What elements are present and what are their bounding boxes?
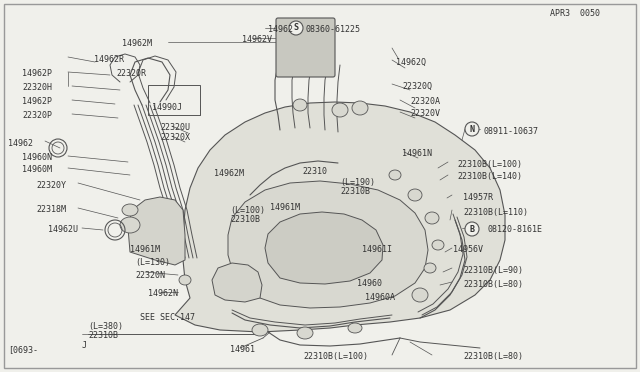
Ellipse shape (332, 103, 348, 117)
Text: 22320U: 22320U (160, 124, 190, 132)
Ellipse shape (389, 170, 401, 180)
Polygon shape (212, 263, 262, 302)
Text: 14962U: 14962U (48, 225, 78, 234)
Text: 22310B(L=100): 22310B(L=100) (303, 353, 368, 362)
Text: 22320H: 22320H (22, 83, 52, 93)
Text: 14962: 14962 (268, 26, 293, 35)
Text: (L=130): (L=130) (135, 259, 170, 267)
Text: 14960N: 14960N (22, 153, 52, 161)
Text: B: B (470, 224, 474, 234)
Text: 22310B: 22310B (88, 331, 118, 340)
Text: 14962M: 14962M (122, 39, 152, 48)
Text: 22310B(L=80): 22310B(L=80) (463, 279, 523, 289)
Text: 14961M: 14961M (130, 246, 160, 254)
Text: 08120-8161E: 08120-8161E (487, 225, 542, 234)
Text: 08360-61225: 08360-61225 (305, 26, 360, 35)
Text: APR3  0050: APR3 0050 (550, 10, 600, 19)
Ellipse shape (120, 217, 140, 233)
Text: 14960: 14960 (357, 279, 382, 289)
Text: 22320Q: 22320Q (402, 81, 432, 90)
Text: (L=380): (L=380) (88, 321, 123, 330)
Polygon shape (128, 197, 185, 265)
Text: 14962: 14962 (8, 138, 33, 148)
Text: 22310B: 22310B (340, 187, 370, 196)
Text: (L=100): (L=100) (230, 205, 265, 215)
Text: 14962P: 14962P (22, 97, 52, 106)
Text: 14961M: 14961M (270, 202, 300, 212)
Text: 22318M: 22318M (36, 205, 66, 215)
Text: SEE SEC.147: SEE SEC.147 (140, 314, 195, 323)
Text: 14962V: 14962V (242, 35, 272, 45)
Ellipse shape (425, 212, 439, 224)
Ellipse shape (293, 99, 307, 111)
Text: 14962M: 14962M (214, 170, 244, 179)
Text: 08911-10637: 08911-10637 (483, 126, 538, 135)
Text: [0693-: [0693- (8, 346, 38, 355)
Text: 14962R: 14962R (94, 55, 124, 64)
Text: 14961: 14961 (230, 346, 255, 355)
Text: 14957R: 14957R (463, 192, 493, 202)
Text: 22320Y: 22320Y (36, 180, 66, 189)
Ellipse shape (252, 324, 268, 336)
Text: 22310B(L=90): 22310B(L=90) (463, 266, 523, 275)
Text: 14990J: 14990J (152, 103, 182, 112)
Polygon shape (175, 102, 505, 332)
Text: 22320N: 22320N (135, 272, 165, 280)
Text: 22320A: 22320A (410, 97, 440, 106)
Text: 14956V: 14956V (453, 246, 483, 254)
Text: 22320V: 22320V (410, 109, 440, 119)
Text: 22310B(L=140): 22310B(L=140) (457, 173, 522, 182)
Text: 22320X: 22320X (160, 134, 190, 142)
Text: (L=190): (L=190) (340, 177, 375, 186)
Text: 14960A: 14960A (365, 294, 395, 302)
Text: 22310B: 22310B (230, 215, 260, 224)
Text: 14962Q: 14962Q (396, 58, 426, 67)
Ellipse shape (412, 288, 428, 302)
Text: N: N (470, 125, 474, 134)
Text: 22320R: 22320R (116, 70, 146, 78)
Ellipse shape (348, 323, 362, 333)
FancyBboxPatch shape (276, 18, 335, 77)
Ellipse shape (424, 263, 436, 273)
Ellipse shape (432, 240, 444, 250)
Text: 14961N: 14961N (402, 150, 432, 158)
Text: 22320P: 22320P (22, 112, 52, 121)
Text: 14960M: 14960M (22, 166, 52, 174)
Text: 14962P: 14962P (22, 70, 52, 78)
Ellipse shape (179, 275, 191, 285)
Circle shape (465, 222, 479, 236)
Text: J: J (82, 341, 87, 350)
Ellipse shape (352, 101, 368, 115)
Text: 22310B(L=110): 22310B(L=110) (463, 208, 528, 217)
Polygon shape (265, 212, 383, 284)
Bar (148, 85, 200, 115)
Circle shape (289, 21, 303, 35)
Text: 22310B(L=80): 22310B(L=80) (463, 353, 523, 362)
Text: 22310B(L=100): 22310B(L=100) (457, 160, 522, 169)
Polygon shape (228, 181, 428, 308)
Circle shape (465, 122, 479, 136)
Text: 22310: 22310 (302, 167, 327, 176)
Ellipse shape (122, 204, 138, 216)
Ellipse shape (297, 327, 313, 339)
Text: 14962N: 14962N (148, 289, 178, 298)
Text: S: S (294, 23, 298, 32)
Text: 14961I: 14961I (362, 246, 392, 254)
Ellipse shape (408, 189, 422, 201)
